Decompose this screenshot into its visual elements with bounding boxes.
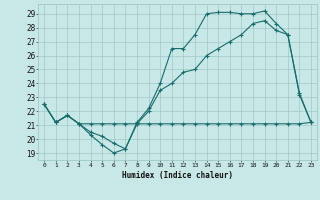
X-axis label: Humidex (Indice chaleur): Humidex (Indice chaleur) <box>122 171 233 180</box>
